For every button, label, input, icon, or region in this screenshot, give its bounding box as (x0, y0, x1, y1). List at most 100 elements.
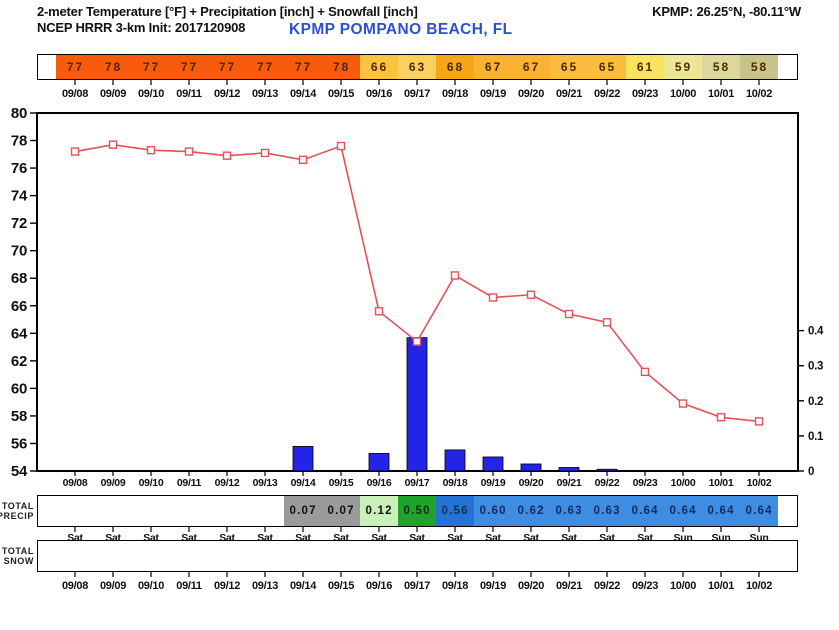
precip-bar (520, 463, 542, 472)
svg-text:09/16: 09/16 (367, 477, 392, 489)
precip-total-cell: 0.62 (511, 496, 550, 526)
total-precip-row-label: TOTAL PRECIP (0, 495, 34, 527)
svg-text:09/19: 09/19 (481, 477, 506, 489)
svg-text:54: 54 (11, 463, 28, 480)
svg-text:10/00: 10/00 (670, 580, 696, 592)
precip-total-cell: 0.64 (739, 496, 778, 526)
precip-total-cell: 0.64 (625, 496, 664, 526)
temperature-marker (260, 148, 270, 158)
temp-strip-cell: 78 (93, 55, 132, 79)
svg-text:09/20: 09/20 (519, 477, 544, 489)
svg-text:09/22: 09/22 (595, 477, 620, 489)
svg-text:09/09: 09/09 (101, 477, 126, 489)
temperature-marker (450, 271, 460, 280)
svg-text:09/19: 09/19 (480, 580, 506, 592)
svg-text:10/02: 10/02 (746, 88, 772, 100)
svg-text:09/13: 09/13 (252, 88, 278, 100)
svg-text:0.1: 0.1 (808, 431, 824, 443)
precip-total-cell: 0.64 (701, 496, 740, 526)
temperature-marker (336, 141, 346, 151)
temperature-marker (70, 147, 80, 156)
station-coordinates: KPMP: 26.25°N, -80.11°W (652, 4, 801, 19)
svg-text:78: 78 (11, 133, 27, 150)
left-axis-temperature: 54 56 58 60 62 64 66 68 70 72 74 76 78 80 (11, 105, 37, 480)
svg-text:09/14: 09/14 (290, 580, 317, 592)
temp-strip-cell: 65 (587, 55, 626, 79)
svg-text:09/12: 09/12 (214, 580, 240, 592)
svg-text:60: 60 (11, 380, 27, 397)
svg-text:62: 62 (11, 353, 27, 370)
svg-text:09/12: 09/12 (214, 88, 240, 100)
precip-bar (406, 337, 428, 472)
svg-text:10/02: 10/02 (746, 580, 772, 592)
svg-text:09/10: 09/10 (139, 477, 164, 489)
svg-text:09/20: 09/20 (518, 88, 544, 100)
svg-text:09/08: 09/08 (62, 88, 88, 100)
precip-bar (444, 449, 466, 472)
svg-text:09/18: 09/18 (442, 88, 468, 100)
station-name: KPMP POMPANO BEACH, FL (289, 21, 513, 38)
precip-total-cell: 0.56 (435, 496, 474, 526)
temp-strip-cell: 67 (511, 55, 550, 79)
total-snow-row-label: TOTAL SNOW (0, 540, 34, 572)
temperature-marker (108, 140, 118, 149)
svg-text:09/17: 09/17 (404, 580, 430, 592)
precip-total-cell: 0.60 (473, 496, 512, 526)
precip-total-cell: 0.12 (359, 496, 398, 526)
svg-text:09/23: 09/23 (632, 580, 658, 592)
svg-text:09/16: 09/16 (366, 580, 392, 592)
temp-strip-cell: 63 (397, 55, 436, 79)
temp-strip-cell: 68 (435, 55, 474, 79)
svg-text:10/00: 10/00 (670, 88, 696, 100)
svg-text:0.3: 0.3 (808, 361, 823, 373)
temp-strip-cell: 66 (359, 55, 398, 79)
svg-text:70: 70 (11, 243, 27, 260)
temperature-marker (602, 318, 612, 327)
temperature-marker (374, 307, 384, 316)
svg-text:09/19: 09/19 (480, 88, 506, 100)
model-init-label: NCEP HRRR 3-km Init: 2017120908 (37, 20, 246, 35)
total-precip-row: 0.07 0.07 0.12 0.50 0.56 0.60 0.62 0.63 0.63 0.64… (37, 495, 798, 527)
temperature-marker (184, 147, 194, 156)
precip-bar (482, 456, 504, 472)
svg-text:09/18: 09/18 (443, 477, 468, 489)
svg-text:0.2: 0.2 (808, 396, 823, 408)
precip-bar (292, 446, 314, 472)
svg-text:09/16: 09/16 (366, 88, 392, 100)
temp-strip-cell: 61 (625, 55, 664, 79)
temp-strip-cell: 77 (283, 55, 322, 79)
temp-strip-cell: 78 (321, 55, 360, 79)
temperature-marker (564, 309, 574, 319)
temperature-marker (298, 155, 308, 165)
temperature-marker (146, 145, 156, 155)
svg-text:10/02: 10/02 (747, 477, 772, 489)
svg-text:09/22: 09/22 (594, 580, 620, 592)
svg-text:10/01: 10/01 (709, 477, 734, 489)
svg-text:09/18: 09/18 (442, 580, 468, 592)
svg-text:64: 64 (11, 325, 28, 342)
svg-text:56: 56 (11, 435, 27, 452)
svg-text:10/01: 10/01 (708, 88, 734, 100)
page-title: 2-meter Temperature [°F] + Precipitation… (37, 4, 418, 19)
svg-text:80: 80 (11, 105, 27, 122)
svg-text:74: 74 (11, 188, 28, 205)
precip-bar (558, 467, 580, 472)
precip-total-cell: 0.64 (663, 496, 702, 526)
svg-text:09/15: 09/15 (328, 88, 354, 100)
precip-total-cell: 0.07 (321, 496, 360, 526)
svg-text:10/01: 10/01 (708, 580, 734, 592)
svg-text:09/22: 09/22 (594, 88, 620, 100)
precip-total-cell: 0.63 (587, 496, 626, 526)
svg-text:58: 58 (11, 408, 27, 425)
svg-text:09/20: 09/20 (518, 580, 544, 592)
snow-axis-dates: 09/08 09/09 09/10 09/11 09/12 09/13 09/14 09/15… (62, 572, 772, 592)
temp-strip-cell: 77 (55, 55, 94, 79)
svg-text:09/11: 09/11 (176, 580, 202, 592)
svg-text:0: 0 (808, 466, 814, 478)
svg-text:72: 72 (11, 215, 27, 232)
right-axis-precip: 0 0.1 0.2 0.3 0.4 (798, 326, 824, 478)
total-snow-row (37, 540, 798, 572)
svg-text:68: 68 (11, 270, 27, 287)
svg-text:09/13: 09/13 (252, 580, 278, 592)
